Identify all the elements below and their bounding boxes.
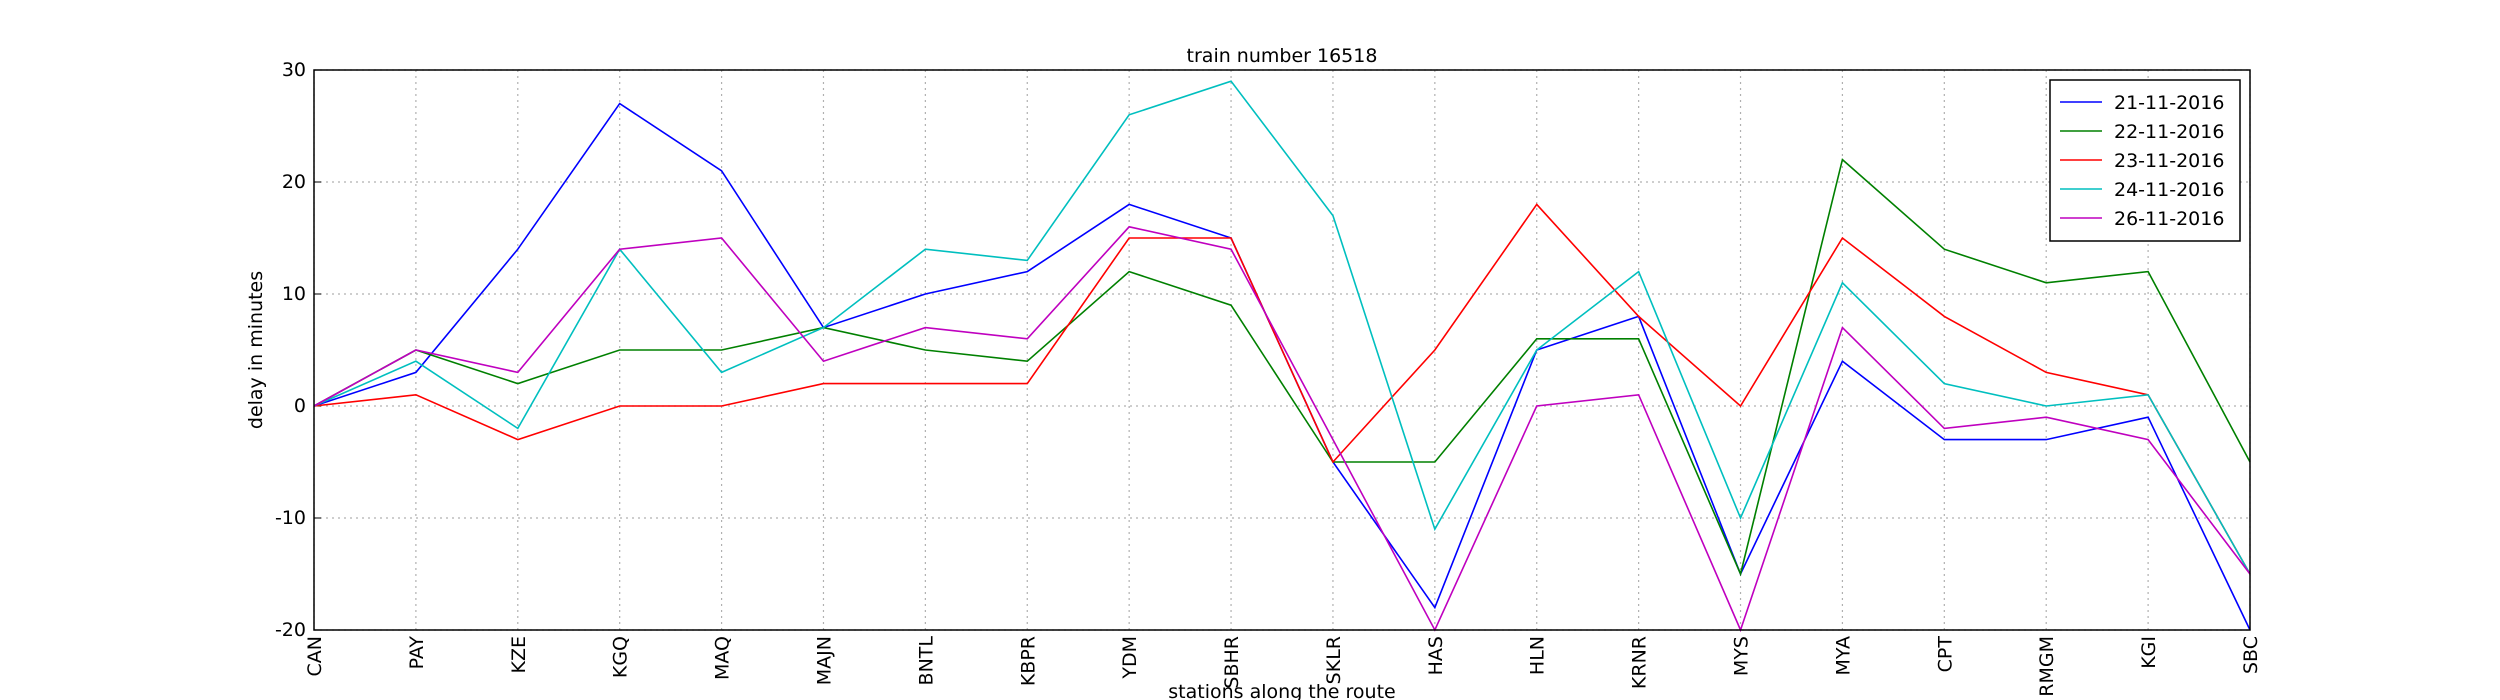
x-tick-label: SBC xyxy=(2240,636,2262,674)
y-tick-label: -20 xyxy=(275,619,306,641)
x-tick-label: PAY xyxy=(406,636,428,670)
legend-label: 22-11-2016 xyxy=(2114,121,2224,143)
x-tick-label: YDM xyxy=(1119,636,1141,680)
x-tick-label: CAN xyxy=(304,636,326,676)
series-line xyxy=(313,225,2251,633)
y-tick-label: 30 xyxy=(282,59,306,81)
plot-frame xyxy=(313,69,2251,631)
x-tick-label: SKLR xyxy=(1323,636,1345,684)
y-tick-label: 0 xyxy=(294,395,306,417)
series-line xyxy=(313,158,2251,577)
x-tick-label: KGQ xyxy=(610,636,632,678)
x-tick-label: KGI xyxy=(2138,636,2160,669)
x-tick-label: CPT xyxy=(1934,636,1956,673)
x-tick-label: RMGM xyxy=(2036,636,2058,697)
x-tick-label: SBHR xyxy=(1221,636,1243,689)
x-tick-label: KRNR xyxy=(1629,636,1651,689)
x-axis-label: stations along the route xyxy=(1168,681,1395,700)
x-tick-label: BNTL xyxy=(915,636,937,686)
legend-label: 21-11-2016 xyxy=(2114,92,2224,114)
series-line xyxy=(313,203,2251,575)
x-tick-label: KZE xyxy=(508,636,530,673)
series-line xyxy=(313,80,2251,575)
x-tick-label: KBPR xyxy=(1017,636,1039,686)
y-tick-label: 10 xyxy=(282,283,306,305)
x-tick-label: MAQ xyxy=(712,636,734,680)
legend-label: 24-11-2016 xyxy=(2114,179,2224,201)
x-tick-label: MYA xyxy=(1832,636,1854,676)
legend-label: 23-11-2016 xyxy=(2114,150,2224,172)
x-tick-label: MYS xyxy=(1731,636,1753,676)
y-tick-label: 20 xyxy=(282,171,306,193)
x-tick-label: MAJN xyxy=(813,636,835,685)
x-tick-label: HAS xyxy=(1425,636,1447,675)
chart-title: train number 16518 xyxy=(1187,45,1378,67)
y-tick-label: -10 xyxy=(275,507,306,529)
x-tick-label: HLN xyxy=(1527,636,1549,675)
y-axis-label: delay in minutes xyxy=(245,271,267,429)
legend-label: 26-11-2016 xyxy=(2114,208,2224,230)
